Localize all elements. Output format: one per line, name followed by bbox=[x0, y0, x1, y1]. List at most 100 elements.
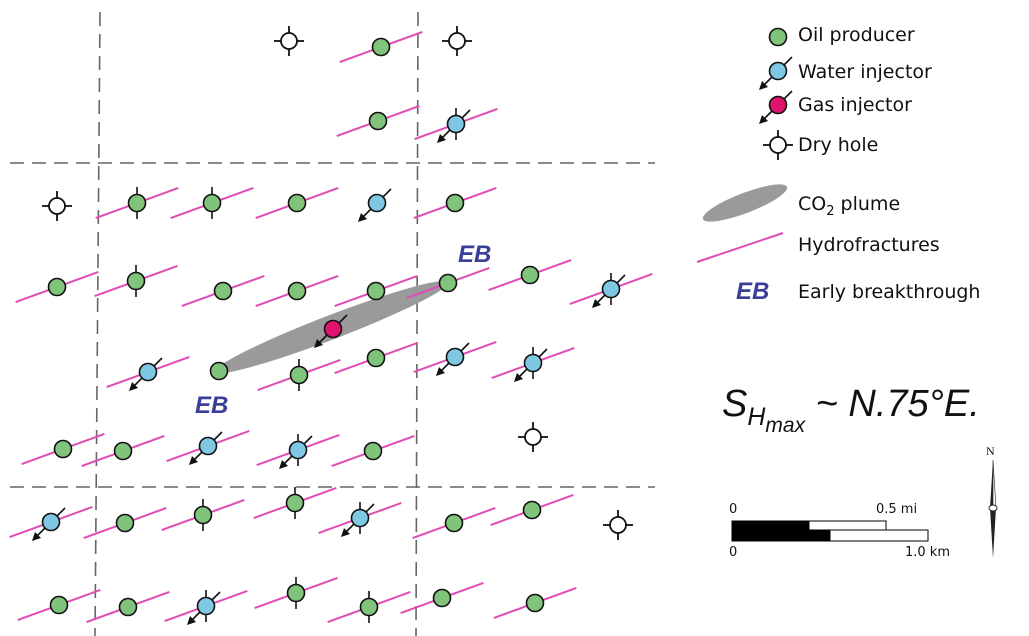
legend: Oil producer Water injector Gas injector… bbox=[696, 24, 980, 305]
well-marker bbox=[768, 27, 788, 47]
oil-producer-well bbox=[286, 577, 306, 609]
well-marker bbox=[53, 439, 73, 459]
legend-dry-hole-symbol bbox=[763, 130, 793, 160]
injection-arrow-head bbox=[358, 213, 367, 222]
dry-hole-well bbox=[442, 26, 472, 56]
well-marker bbox=[522, 500, 542, 520]
well-marker bbox=[213, 281, 233, 301]
well-marker bbox=[285, 493, 305, 513]
well-marker bbox=[350, 508, 370, 528]
water-injector-well bbox=[279, 434, 313, 469]
legend-gas-injector-label: Gas injector bbox=[798, 94, 912, 116]
stress-max: max bbox=[765, 414, 806, 437]
well-marker bbox=[445, 193, 465, 213]
water-injector-well bbox=[32, 507, 66, 541]
legend-water-injector-symbol bbox=[759, 56, 793, 90]
oil-producer-well bbox=[115, 513, 135, 533]
well-marker bbox=[41, 512, 61, 532]
injection-arrow-head bbox=[437, 134, 446, 143]
oil-producer-well bbox=[768, 27, 788, 47]
oil-producer-well bbox=[47, 277, 67, 297]
injection-arrow-head bbox=[187, 616, 196, 625]
oil-producer-well bbox=[53, 439, 73, 459]
water-injector-well bbox=[341, 502, 375, 537]
well-marker bbox=[445, 347, 465, 367]
well-marker bbox=[198, 436, 218, 456]
scale-km-zero: 0 bbox=[729, 545, 737, 560]
well-marker bbox=[113, 441, 133, 461]
well-marker bbox=[323, 319, 343, 339]
legend-eb-symbol: EB bbox=[736, 278, 769, 305]
injection-arrow-head bbox=[314, 339, 323, 348]
water-injector-well bbox=[514, 347, 548, 382]
injection-arrow-head bbox=[189, 456, 198, 465]
well-marker bbox=[289, 365, 309, 385]
well-marker bbox=[601, 279, 621, 299]
stress-rest: ~ N.75°E. bbox=[805, 383, 980, 425]
legend-early-breakthrough-label: Early breakthrough bbox=[798, 281, 980, 303]
stress-s: S bbox=[722, 383, 747, 425]
oil-producer-well bbox=[520, 265, 540, 285]
well-marker bbox=[287, 281, 307, 301]
oil-producer-well bbox=[118, 597, 138, 617]
oil-producer-well bbox=[287, 193, 307, 213]
injection-arrow-head bbox=[759, 115, 768, 124]
injection-arrow-head bbox=[436, 367, 445, 376]
dry-hole-circle bbox=[448, 32, 466, 50]
gas-injector-well bbox=[759, 90, 793, 124]
water-injector-well bbox=[436, 342, 470, 376]
stress-h: H bbox=[747, 403, 766, 431]
oil-producer-well bbox=[209, 361, 229, 381]
lease-grid bbox=[10, 11, 655, 636]
well-marker bbox=[444, 513, 464, 533]
well-marker bbox=[209, 361, 229, 381]
legend-oil-producer-label: Oil producer bbox=[798, 24, 915, 46]
dry-hole-circle bbox=[609, 516, 627, 534]
oil-producer-well bbox=[432, 588, 452, 608]
scale-mi-zero: 0 bbox=[729, 502, 737, 517]
legend-co2-prefix: CO bbox=[798, 193, 826, 215]
well-marker bbox=[115, 513, 135, 533]
well-marker bbox=[286, 583, 306, 603]
water-injector-well bbox=[358, 188, 392, 222]
water-injector-well bbox=[592, 273, 626, 308]
north-arrow-label: N bbox=[986, 444, 995, 458]
oil-producer-well bbox=[359, 591, 379, 623]
well-marker bbox=[768, 95, 788, 115]
scale-mi-black-segment bbox=[731, 520, 810, 531]
injection-arrow-head bbox=[32, 532, 41, 541]
well-marker bbox=[520, 265, 540, 285]
injection-arrow-head bbox=[759, 81, 768, 90]
oil-producer-well bbox=[444, 513, 464, 533]
gas-injector-well bbox=[314, 314, 348, 348]
dry-hole-well bbox=[603, 510, 633, 540]
stress-direction-label: SHmax ~ N.75°E. bbox=[722, 383, 980, 437]
oil-producer-well bbox=[113, 441, 133, 461]
dry-hole-well bbox=[42, 191, 72, 221]
oil-producer-well bbox=[368, 111, 388, 131]
well-marker bbox=[47, 277, 67, 297]
well-marker bbox=[446, 114, 466, 134]
injection-arrow-head bbox=[279, 460, 288, 469]
well-marker bbox=[193, 505, 213, 525]
well-marker bbox=[768, 61, 788, 81]
dry-hole-circle bbox=[769, 136, 787, 154]
dry-hole-well bbox=[763, 130, 793, 160]
legend-oil-producer-symbol bbox=[768, 27, 788, 47]
oil-producer-well bbox=[522, 500, 542, 520]
well-marker bbox=[366, 348, 386, 368]
eb-label-upper: EB bbox=[458, 241, 491, 268]
scale-km-label: 1.0 km bbox=[905, 545, 950, 560]
oil-producer-well bbox=[371, 37, 391, 57]
water-injector-well bbox=[187, 590, 221, 625]
dry-hole-well bbox=[274, 26, 304, 56]
north-arrow: N bbox=[986, 444, 998, 558]
dry-hole-circle bbox=[280, 32, 298, 50]
well-marker bbox=[523, 353, 543, 373]
grid-line-vertical-west bbox=[94, 11, 101, 636]
injection-arrow-head bbox=[341, 528, 350, 537]
oil-producer-well bbox=[213, 281, 233, 301]
legend-hydrofractures-label: Hydrofractures bbox=[798, 234, 940, 256]
north-arrow-half-fill bbox=[992, 459, 997, 509]
scale-km-black-segment bbox=[731, 529, 831, 542]
